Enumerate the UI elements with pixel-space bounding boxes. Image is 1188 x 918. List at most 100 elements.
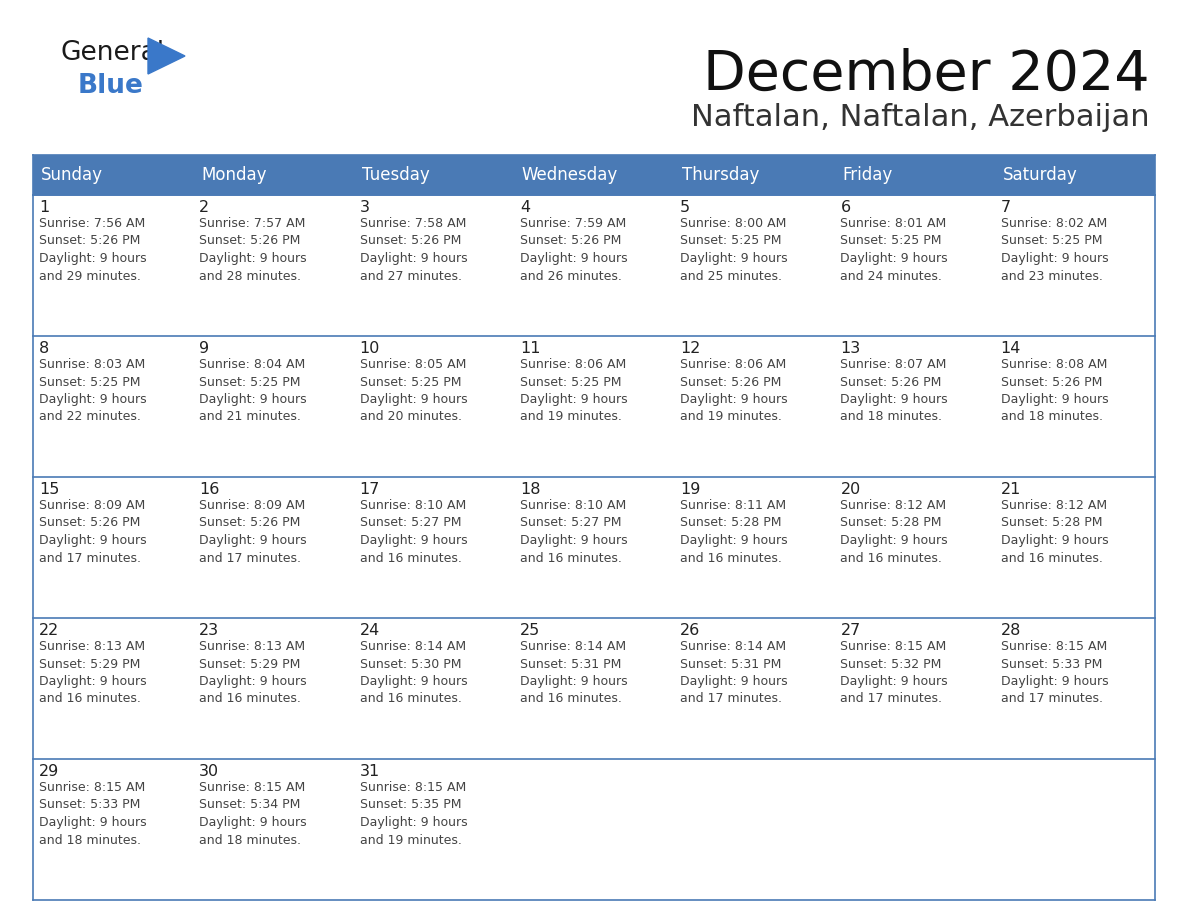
Text: 26: 26 (681, 623, 701, 638)
Text: 25: 25 (520, 623, 541, 638)
Text: Sunrise: 8:01 AM
Sunset: 5:25 PM
Daylight: 9 hours
and 24 minutes.: Sunrise: 8:01 AM Sunset: 5:25 PM Dayligh… (840, 217, 948, 283)
Text: 22: 22 (39, 623, 59, 638)
Text: General: General (61, 40, 164, 66)
Text: Sunrise: 8:10 AM
Sunset: 5:27 PM
Daylight: 9 hours
and 16 minutes.: Sunrise: 8:10 AM Sunset: 5:27 PM Dayligh… (520, 499, 627, 565)
Text: 15: 15 (39, 482, 59, 497)
Text: Tuesday: Tuesday (361, 166, 429, 184)
Text: Sunrise: 8:14 AM
Sunset: 5:31 PM
Daylight: 9 hours
and 17 minutes.: Sunrise: 8:14 AM Sunset: 5:31 PM Dayligh… (681, 640, 788, 706)
Text: 4: 4 (520, 200, 530, 215)
Text: Sunrise: 8:15 AM
Sunset: 5:33 PM
Daylight: 9 hours
and 17 minutes.: Sunrise: 8:15 AM Sunset: 5:33 PM Dayligh… (1000, 640, 1108, 706)
Bar (194, 336, 354, 477)
Text: 11: 11 (520, 341, 541, 356)
Text: Friday: Friday (842, 166, 892, 184)
Bar (674, 618, 834, 759)
Text: Sunrise: 7:57 AM
Sunset: 5:26 PM
Daylight: 9 hours
and 28 minutes.: Sunrise: 7:57 AM Sunset: 5:26 PM Dayligh… (200, 217, 307, 283)
Bar (674, 477, 834, 618)
Bar (33, 759, 194, 900)
Text: Blue: Blue (78, 73, 144, 99)
Text: Monday: Monday (201, 166, 267, 184)
Bar (514, 759, 674, 900)
Text: Sunrise: 7:59 AM
Sunset: 5:26 PM
Daylight: 9 hours
and 26 minutes.: Sunrise: 7:59 AM Sunset: 5:26 PM Dayligh… (520, 217, 627, 283)
Bar (514, 618, 674, 759)
Text: 28: 28 (1000, 623, 1022, 638)
Text: 31: 31 (360, 764, 380, 779)
Text: Sunrise: 7:56 AM
Sunset: 5:26 PM
Daylight: 9 hours
and 29 minutes.: Sunrise: 7:56 AM Sunset: 5:26 PM Dayligh… (39, 217, 146, 283)
Text: 16: 16 (200, 482, 220, 497)
Text: Saturday: Saturday (1003, 166, 1078, 184)
Bar (514, 336, 674, 477)
Text: Sunrise: 8:13 AM
Sunset: 5:29 PM
Daylight: 9 hours
and 16 minutes.: Sunrise: 8:13 AM Sunset: 5:29 PM Dayligh… (39, 640, 146, 706)
Text: Sunrise: 8:09 AM
Sunset: 5:26 PM
Daylight: 9 hours
and 17 minutes.: Sunrise: 8:09 AM Sunset: 5:26 PM Dayligh… (200, 499, 307, 565)
Bar (354, 336, 514, 477)
Bar (33, 336, 194, 477)
Bar (994, 155, 1155, 195)
Bar (194, 155, 354, 195)
Bar (194, 195, 354, 336)
Text: 10: 10 (360, 341, 380, 356)
Bar (33, 618, 194, 759)
Text: 20: 20 (840, 482, 860, 497)
Bar (354, 477, 514, 618)
Text: 6: 6 (840, 200, 851, 215)
Text: Sunrise: 8:10 AM
Sunset: 5:27 PM
Daylight: 9 hours
and 16 minutes.: Sunrise: 8:10 AM Sunset: 5:27 PM Dayligh… (360, 499, 467, 565)
Text: Sunrise: 8:04 AM
Sunset: 5:25 PM
Daylight: 9 hours
and 21 minutes.: Sunrise: 8:04 AM Sunset: 5:25 PM Dayligh… (200, 358, 307, 423)
Text: 12: 12 (681, 341, 701, 356)
Bar (354, 155, 514, 195)
Bar (514, 155, 674, 195)
Text: 30: 30 (200, 764, 220, 779)
Text: Sunrise: 8:15 AM
Sunset: 5:35 PM
Daylight: 9 hours
and 19 minutes.: Sunrise: 8:15 AM Sunset: 5:35 PM Dayligh… (360, 781, 467, 846)
Text: Sunrise: 8:12 AM
Sunset: 5:28 PM
Daylight: 9 hours
and 16 minutes.: Sunrise: 8:12 AM Sunset: 5:28 PM Dayligh… (840, 499, 948, 565)
Text: Wednesday: Wednesday (522, 166, 618, 184)
Bar (834, 618, 994, 759)
Text: Sunrise: 8:03 AM
Sunset: 5:25 PM
Daylight: 9 hours
and 22 minutes.: Sunrise: 8:03 AM Sunset: 5:25 PM Dayligh… (39, 358, 146, 423)
Bar (994, 336, 1155, 477)
Text: 21: 21 (1000, 482, 1022, 497)
Text: 19: 19 (681, 482, 701, 497)
Text: 3: 3 (360, 200, 369, 215)
Text: 13: 13 (840, 341, 860, 356)
Bar (834, 336, 994, 477)
Text: 1: 1 (39, 200, 49, 215)
Text: Sunrise: 8:12 AM
Sunset: 5:28 PM
Daylight: 9 hours
and 16 minutes.: Sunrise: 8:12 AM Sunset: 5:28 PM Dayligh… (1000, 499, 1108, 565)
Text: 14: 14 (1000, 341, 1022, 356)
Text: Thursday: Thursday (682, 166, 759, 184)
Text: Sunrise: 7:58 AM
Sunset: 5:26 PM
Daylight: 9 hours
and 27 minutes.: Sunrise: 7:58 AM Sunset: 5:26 PM Dayligh… (360, 217, 467, 283)
Text: 24: 24 (360, 623, 380, 638)
Text: 8: 8 (39, 341, 49, 356)
Text: Sunrise: 8:11 AM
Sunset: 5:28 PM
Daylight: 9 hours
and 16 minutes.: Sunrise: 8:11 AM Sunset: 5:28 PM Dayligh… (681, 499, 788, 565)
Bar (834, 759, 994, 900)
Bar (834, 195, 994, 336)
Text: 5: 5 (681, 200, 690, 215)
Bar (994, 759, 1155, 900)
Bar (33, 155, 194, 195)
Text: 27: 27 (840, 623, 860, 638)
Bar (194, 618, 354, 759)
Text: Sunrise: 8:06 AM
Sunset: 5:26 PM
Daylight: 9 hours
and 19 minutes.: Sunrise: 8:06 AM Sunset: 5:26 PM Dayligh… (681, 358, 788, 423)
Bar (674, 155, 834, 195)
Bar (674, 759, 834, 900)
Polygon shape (148, 38, 185, 74)
Bar (994, 618, 1155, 759)
Text: Sunrise: 8:15 AM
Sunset: 5:33 PM
Daylight: 9 hours
and 18 minutes.: Sunrise: 8:15 AM Sunset: 5:33 PM Dayligh… (39, 781, 146, 846)
Bar (674, 336, 834, 477)
Text: 29: 29 (39, 764, 59, 779)
Text: 18: 18 (520, 482, 541, 497)
Text: Sunrise: 8:06 AM
Sunset: 5:25 PM
Daylight: 9 hours
and 19 minutes.: Sunrise: 8:06 AM Sunset: 5:25 PM Dayligh… (520, 358, 627, 423)
Text: Sunrise: 8:07 AM
Sunset: 5:26 PM
Daylight: 9 hours
and 18 minutes.: Sunrise: 8:07 AM Sunset: 5:26 PM Dayligh… (840, 358, 948, 423)
Text: 23: 23 (200, 623, 220, 638)
Text: 2: 2 (200, 200, 209, 215)
Text: Sunrise: 8:00 AM
Sunset: 5:25 PM
Daylight: 9 hours
and 25 minutes.: Sunrise: 8:00 AM Sunset: 5:25 PM Dayligh… (681, 217, 788, 283)
Bar (33, 477, 194, 618)
Text: Sunrise: 8:08 AM
Sunset: 5:26 PM
Daylight: 9 hours
and 18 minutes.: Sunrise: 8:08 AM Sunset: 5:26 PM Dayligh… (1000, 358, 1108, 423)
Text: Sunrise: 8:15 AM
Sunset: 5:34 PM
Daylight: 9 hours
and 18 minutes.: Sunrise: 8:15 AM Sunset: 5:34 PM Dayligh… (200, 781, 307, 846)
Text: Sunrise: 8:15 AM
Sunset: 5:32 PM
Daylight: 9 hours
and 17 minutes.: Sunrise: 8:15 AM Sunset: 5:32 PM Dayligh… (840, 640, 948, 706)
Text: 7: 7 (1000, 200, 1011, 215)
Bar (354, 195, 514, 336)
Text: 17: 17 (360, 482, 380, 497)
Text: Sunrise: 8:13 AM
Sunset: 5:29 PM
Daylight: 9 hours
and 16 minutes.: Sunrise: 8:13 AM Sunset: 5:29 PM Dayligh… (200, 640, 307, 706)
Text: Sunrise: 8:02 AM
Sunset: 5:25 PM
Daylight: 9 hours
and 23 minutes.: Sunrise: 8:02 AM Sunset: 5:25 PM Dayligh… (1000, 217, 1108, 283)
Text: Sunrise: 8:09 AM
Sunset: 5:26 PM
Daylight: 9 hours
and 17 minutes.: Sunrise: 8:09 AM Sunset: 5:26 PM Dayligh… (39, 499, 146, 565)
Bar (354, 618, 514, 759)
Text: Sunrise: 8:14 AM
Sunset: 5:30 PM
Daylight: 9 hours
and 16 minutes.: Sunrise: 8:14 AM Sunset: 5:30 PM Dayligh… (360, 640, 467, 706)
Bar (994, 195, 1155, 336)
